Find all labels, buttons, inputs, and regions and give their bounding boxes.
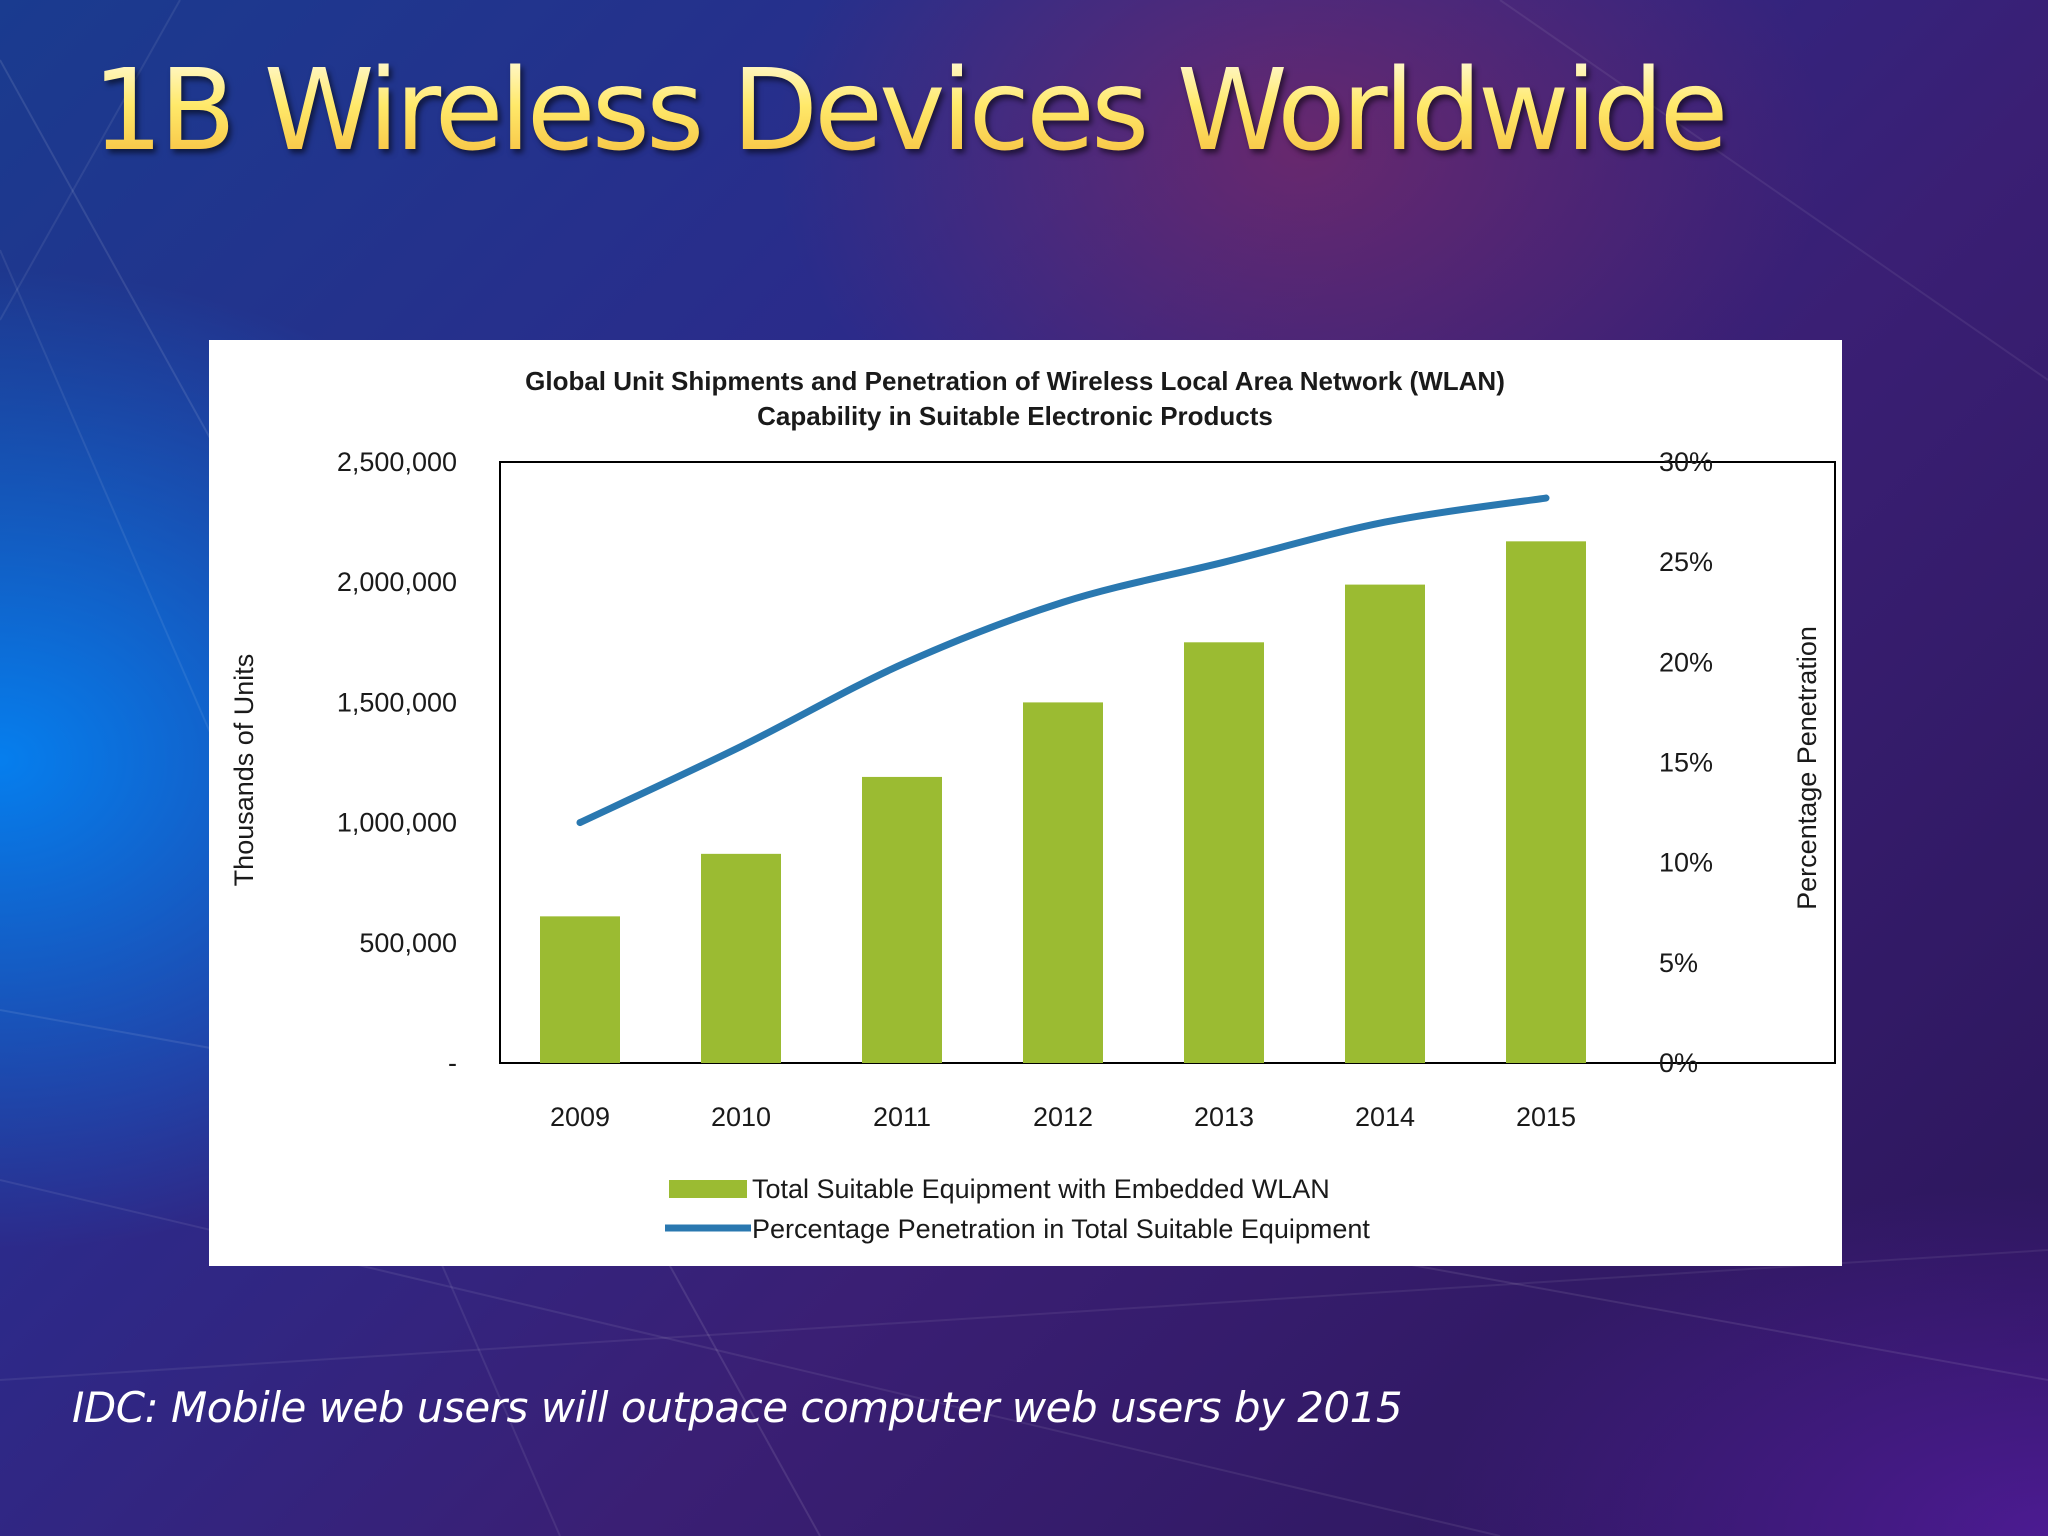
y-tick-right: 10% <box>1659 848 1713 878</box>
y-tick-right: 20% <box>1659 647 1713 677</box>
x-tick: 2010 <box>711 1102 771 1132</box>
bar-2009 <box>540 916 620 1063</box>
bar-2014 <box>1345 584 1425 1063</box>
y-axis-label-right: Percentage Penetration <box>1792 626 1822 910</box>
y-tick-left: 1,000,000 <box>337 808 457 838</box>
x-tick: 2009 <box>550 1102 610 1132</box>
y-tick-right: 0% <box>1659 1048 1698 1078</box>
y-tick-left: 2,500,000 <box>337 447 457 477</box>
chart-svg: Global Unit Shipments and Penetration of… <box>229 366 1836 1244</box>
y-tick-left: 2,000,000 <box>337 567 457 597</box>
slide-title: 1B Wireless Devices Worldwide <box>92 46 1729 176</box>
plot-area-frame <box>499 461 1836 1064</box>
x-tick: 2012 <box>1033 1102 1093 1132</box>
legend-label-line: Percentage Penetration in Total Suitable… <box>752 1214 1370 1244</box>
bar-2010 <box>701 853 781 1063</box>
legend: Total Suitable Equipment with Embedded W… <box>665 1174 1370 1244</box>
x-tick: 2011 <box>873 1102 931 1132</box>
y-tick-right: 5% <box>1659 948 1698 978</box>
legend-label-bar: Total Suitable Equipment with Embedded W… <box>752 1174 1330 1204</box>
chart-subtitle: Capability in Suitable Electronic Produc… <box>757 401 1273 431</box>
bar-2015 <box>1506 541 1586 1063</box>
line-layer <box>576 494 1550 827</box>
y-tick-right: 15% <box>1659 748 1713 778</box>
y-axis-label-left: Thousands of Units <box>229 654 259 887</box>
y-tick-right: 30% <box>1659 447 1713 477</box>
bar-2011 <box>862 776 942 1063</box>
x-tick: 2013 <box>1194 1102 1254 1132</box>
ticks-layer: - 500,000 1,000,000 1,500,000 2,000,000 2,500… <box>337 447 1713 1132</box>
y-tick-left: - <box>448 1048 457 1078</box>
x-tick: 2014 <box>1355 1102 1415 1132</box>
bar-2012 <box>1023 702 1103 1063</box>
legend-swatch-bar <box>669 1180 747 1198</box>
bar-2013 <box>1184 642 1264 1063</box>
x-tick: 2015 <box>1516 1102 1576 1132</box>
bars-layer <box>540 541 1586 1063</box>
footnote: IDC: Mobile web users will outpace compu… <box>72 1383 1403 1432</box>
y-tick-left: 500,000 <box>359 928 457 958</box>
chart-title: Global Unit Shipments and Penetration of… <box>525 366 1505 396</box>
y-tick-left: 1,500,000 <box>337 687 457 717</box>
chart-panel: Global Unit Shipments and Penetration of… <box>209 340 1842 1266</box>
y-tick-right: 25% <box>1659 547 1713 577</box>
